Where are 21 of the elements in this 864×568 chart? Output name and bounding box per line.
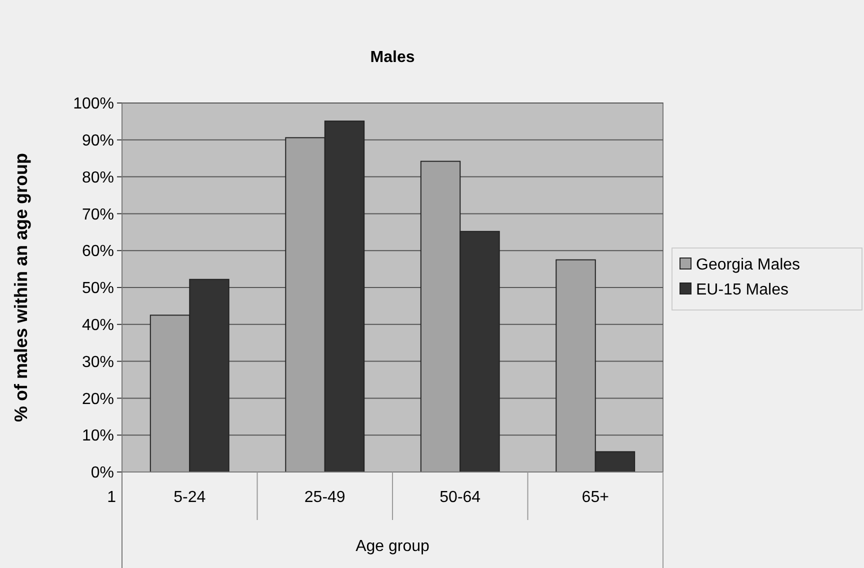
text: 1	[107, 489, 116, 506]
y-tick-label: 70%	[82, 206, 114, 224]
x-tick-label: 5-24	[174, 489, 206, 506]
y-axis-title: % of males within an age group	[11, 152, 31, 422]
chart-title: Males	[370, 49, 415, 66]
x-tick-label: 65+	[582, 489, 609, 506]
legend-label: Georgia Males	[696, 256, 800, 274]
y-tick-label: 30%	[82, 354, 114, 371]
x-axis-title: Age group	[356, 538, 430, 555]
legend-label: EU-15 Males	[696, 282, 788, 299]
y-tick-label: 0%	[90, 464, 114, 482]
y-tick-label: 10%	[82, 428, 114, 445]
y-tick-label: 90%	[82, 132, 114, 150]
x-tick-label: 50-64	[440, 489, 481, 506]
y-tick-label: 80%	[82, 169, 114, 186]
y-tick-label: 20%	[82, 390, 114, 408]
y-tick-label: 60%	[82, 243, 114, 260]
x-tick-label: 25-49	[304, 489, 346, 506]
y-tick-label: 40%	[82, 317, 114, 334]
y-tick-label: 50%	[82, 280, 114, 298]
y-tick-label: 100%	[73, 96, 114, 113]
